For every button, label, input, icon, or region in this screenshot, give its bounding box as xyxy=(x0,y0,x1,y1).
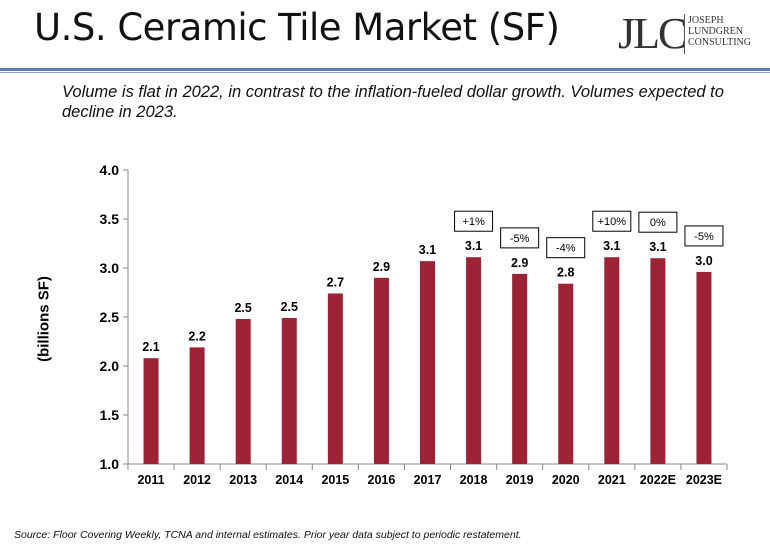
header-rule-thin xyxy=(0,72,770,73)
data-label-2023E: 3.0 xyxy=(695,254,712,268)
change-box-2023E xyxy=(684,225,724,247)
change-box-2018 xyxy=(454,210,494,232)
change-label-2022E: 0% xyxy=(650,217,666,229)
y-tick-label: 3.0 xyxy=(100,260,120,276)
y-tick-label: 3.5 xyxy=(100,211,120,227)
change-box-2022E xyxy=(638,211,678,233)
y-tick-label: 2.0 xyxy=(100,358,120,374)
change-box-2019 xyxy=(500,227,540,249)
jlc-logo: JLC JOSEPH LUNDGREN CONSULTING xyxy=(618,8,766,60)
logo-line-3: CONSULTING xyxy=(688,37,751,48)
data-label-2013: 2.5 xyxy=(234,301,251,315)
x-tick-label-2018: 2018 xyxy=(460,473,488,487)
bar-2014 xyxy=(281,317,297,464)
logo-line-2: LUNDGREN xyxy=(688,26,743,37)
x-tick-label-2022E: 2022E xyxy=(640,473,676,487)
bar-2012 xyxy=(189,347,205,464)
change-label-2023E: -5% xyxy=(694,231,714,243)
bar-2022E xyxy=(650,258,666,464)
header-rule xyxy=(0,68,770,71)
x-tick-label-2012: 2012 xyxy=(183,473,211,487)
bar-2013 xyxy=(235,318,251,464)
bar-2018 xyxy=(466,257,482,464)
data-label-2020: 2.8 xyxy=(557,266,574,280)
change-label-2020: -4% xyxy=(556,243,576,255)
bar-2016 xyxy=(373,277,389,464)
change-box-2020 xyxy=(546,237,586,259)
change-box-2021 xyxy=(592,210,632,232)
y-tick-label: 1.5 xyxy=(100,407,120,423)
y-tick-label: 2.5 xyxy=(100,309,120,325)
y-tick-label: 1.0 xyxy=(100,456,120,472)
source-note: Source: Floor Covering Weekly, TCNA and … xyxy=(14,529,522,541)
data-label-2021: 3.1 xyxy=(603,239,620,253)
page-title: U.S. Ceramic Tile Market (SF) xyxy=(34,6,560,49)
bar-2019 xyxy=(512,273,528,464)
data-label-2011: 2.1 xyxy=(142,340,159,354)
x-tick-label-2023E: 2023E xyxy=(686,473,722,487)
change-label-2018: +1% xyxy=(462,216,485,228)
x-tick-label-2021: 2021 xyxy=(598,473,626,487)
x-tick-label-2020: 2020 xyxy=(552,473,580,487)
x-tick-label-2016: 2016 xyxy=(368,473,396,487)
x-tick-label-2017: 2017 xyxy=(414,473,442,487)
bar-2021 xyxy=(604,257,620,464)
data-label-2018: 3.1 xyxy=(465,239,482,253)
chart-subtitle: Volume is flat in 2022, in contrast to t… xyxy=(62,83,724,121)
y-tick-label: 4.0 xyxy=(100,162,120,178)
change-label-2019: -5% xyxy=(510,233,530,245)
data-label-2015: 2.7 xyxy=(327,275,344,289)
change-label-2021: +10% xyxy=(598,216,627,228)
x-tick-label-2014: 2014 xyxy=(275,473,303,487)
data-label-2012: 2.2 xyxy=(188,329,205,343)
x-tick-label-2019: 2019 xyxy=(506,473,534,487)
bar-2020 xyxy=(558,283,574,464)
x-tick-label-2015: 2015 xyxy=(321,473,349,487)
data-label-2022E: 3.1 xyxy=(649,240,666,254)
bar-2017 xyxy=(420,261,435,464)
x-tick-label-2013: 2013 xyxy=(229,473,257,487)
data-label-2014: 2.5 xyxy=(281,300,298,314)
logo-line-1: JOSEPH xyxy=(688,15,724,26)
data-label-2017: 3.1 xyxy=(419,243,436,257)
data-label-2016: 2.9 xyxy=(373,260,390,274)
logo-mark: JLC xyxy=(618,9,687,58)
logo-divider xyxy=(684,14,685,54)
bar-2015 xyxy=(327,293,343,464)
logo-wordmark: JOSEPH LUNDGREN CONSULTING xyxy=(688,15,751,48)
bar-2011 xyxy=(143,358,159,464)
data-label-2019: 2.9 xyxy=(511,256,528,270)
x-tick-label-2011: 2011 xyxy=(137,473,164,487)
bar-2023E xyxy=(696,271,712,464)
